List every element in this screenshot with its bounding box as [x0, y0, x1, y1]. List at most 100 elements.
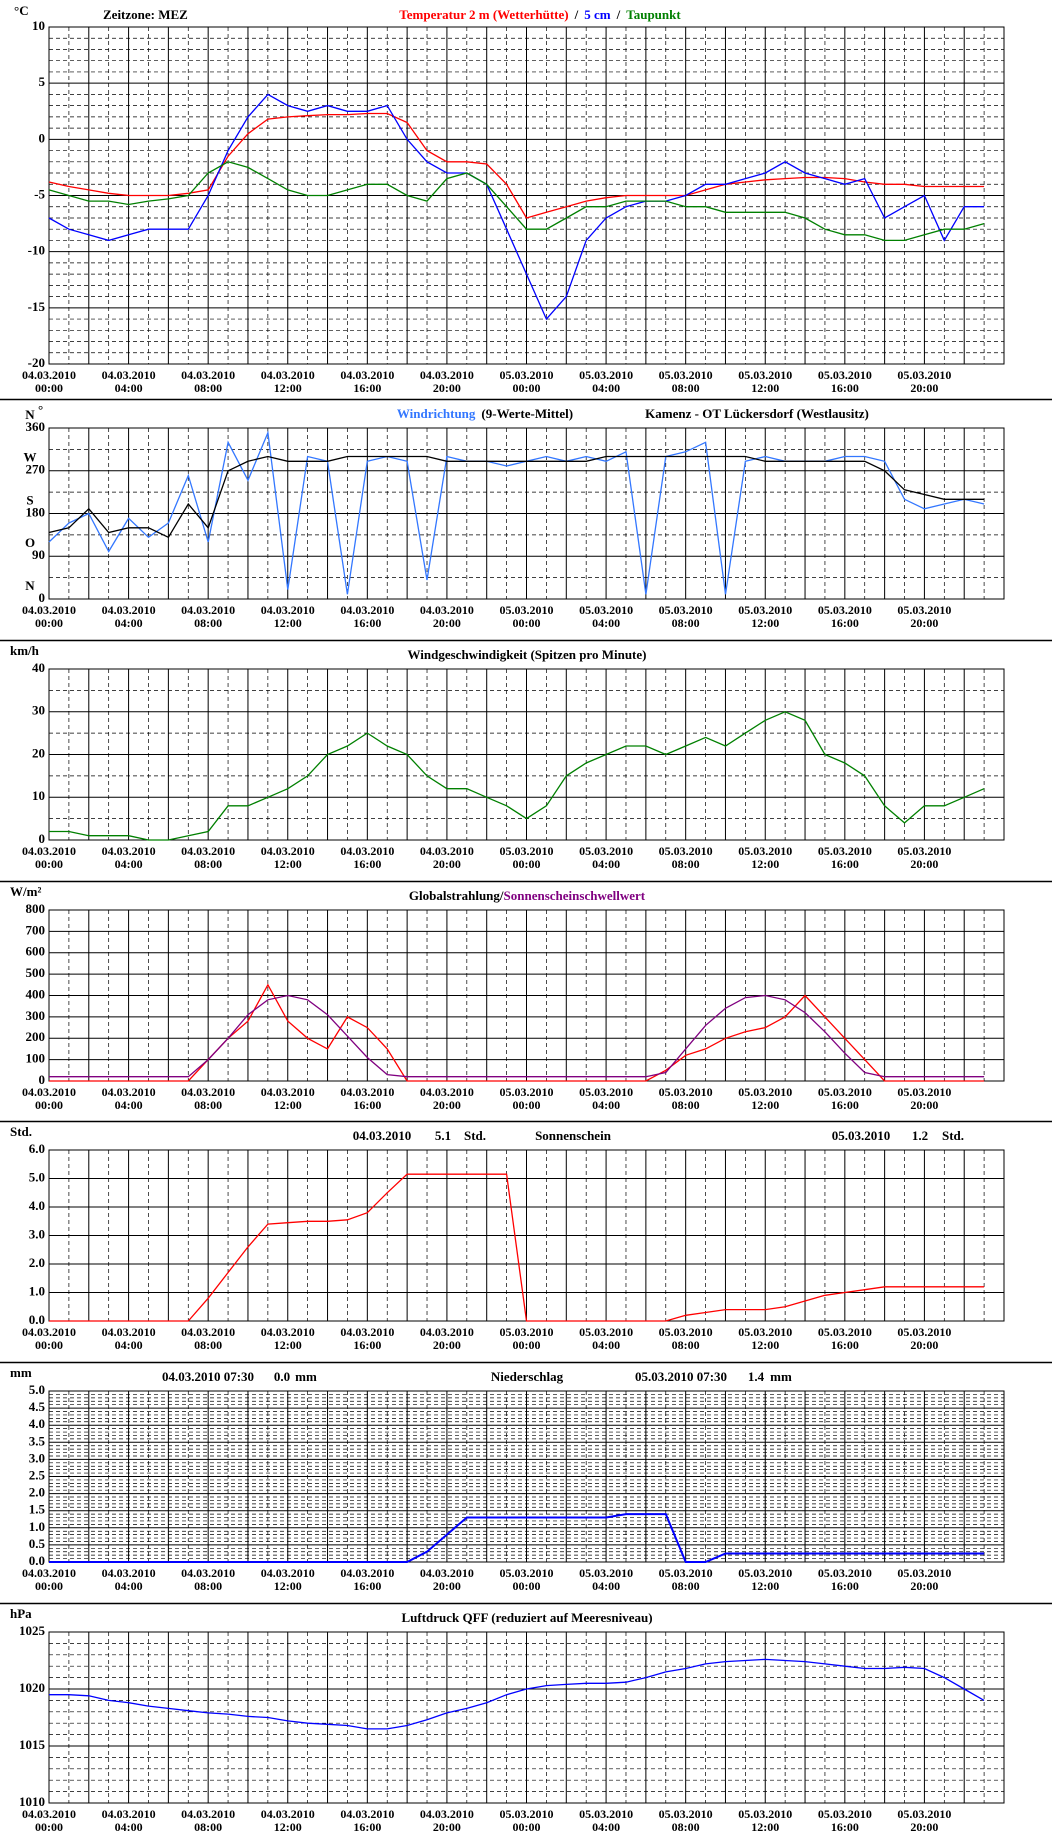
x-tick-label: 04.03.2010 08:00	[181, 368, 236, 395]
x-tick-label: 05.03.2010 20:00	[897, 844, 952, 871]
x-tick-label: 05.03.2010 04:00	[579, 1566, 634, 1593]
y-tick-label: 700	[26, 922, 46, 937]
y-tick-label: 3.0	[29, 1450, 45, 1465]
x-tick-label: 04.03.2010 16:00	[340, 368, 395, 395]
x-tick-label: 04.03.2010 00:00	[22, 1807, 76, 1834]
header: Windgeschwindigkeit (Spitzen pro Minute)	[408, 647, 647, 662]
compass-label: W	[24, 450, 37, 465]
x-tick-label: 04.03.2010 12:00	[260, 1566, 315, 1593]
y-tick-label: -5	[34, 186, 45, 201]
header-text: /	[616, 7, 621, 22]
y-tick-label: 90	[32, 547, 45, 562]
x-tick-label: 05.03.2010 08:00	[658, 1085, 713, 1112]
series-line	[48, 430, 985, 595]
y-tick-label: 0	[39, 831, 46, 846]
y-tick-label: 2.5	[29, 1467, 46, 1482]
legend-entry: (9-Werte-Mittel)	[481, 406, 573, 421]
x-tick-label: 04.03.2010 00:00	[22, 1566, 76, 1593]
y-tick-label: 40	[32, 660, 45, 675]
x-tick-label: 04.03.2010 04:00	[101, 1325, 156, 1352]
header-text: /	[574, 7, 579, 22]
header-text: Zeitzone: MEZ	[103, 7, 188, 22]
x-tick-label: 04.03.2010 00:00	[22, 368, 76, 395]
y-unit: W/m²	[10, 884, 41, 899]
x-tick-label: 05.03.2010 20:00	[897, 1807, 952, 1834]
y-tick-label: 500	[26, 965, 46, 980]
x-tick-label: 05.03.2010 08:00	[658, 1325, 713, 1352]
x-tick-label: 04.03.2010 16:00	[340, 1566, 395, 1593]
header: 05.03.2010	[832, 1128, 891, 1143]
header-text: Std.	[942, 1128, 964, 1143]
y-tick-label: 1010	[19, 1794, 45, 1809]
x-tick-label: 04.03.2010 00:00	[22, 1085, 76, 1112]
header-text: 0.0	[274, 1369, 290, 1384]
y-unit: °C	[14, 3, 29, 18]
y-tick-label: 5.0	[29, 1382, 45, 1397]
x-tick-label: 04.03.2010 08:00	[181, 1085, 236, 1112]
y-tick-label: 0	[39, 590, 46, 605]
x-tick-label: 05.03.2010 12:00	[738, 368, 793, 395]
y-tick-label: 1.0	[29, 1519, 45, 1534]
header: Niederschlag	[491, 1369, 564, 1384]
x-tick-label: 05.03.2010 04:00	[579, 368, 634, 395]
header: Sonnenschein	[535, 1128, 612, 1143]
x-tick-label: 04.03.2010 04:00	[101, 844, 156, 871]
y-tick-label: 20	[32, 745, 45, 760]
x-tick-label: 04.03.2010 20:00	[419, 1566, 474, 1593]
y-tick-label: 6.0	[29, 1141, 45, 1156]
x-tick-label: 05.03.2010 12:00	[738, 1807, 793, 1834]
x-tick-label: 05.03.2010 04:00	[579, 1325, 634, 1352]
x-tick-label: 04.03.2010 12:00	[260, 1085, 315, 1112]
y-tick-label: 0	[39, 130, 46, 145]
header: Std.	[942, 1128, 964, 1143]
x-tick-label: 05.03.2010 00:00	[499, 1807, 554, 1834]
legend-entry: Temperatur 2 m (Wetterhütte)	[399, 7, 568, 22]
series-line	[49, 1513, 985, 1563]
series-line	[48, 161, 985, 242]
x-tick-label: 05.03.2010 12:00	[738, 603, 793, 630]
y-tick-label: 4.0	[29, 1198, 45, 1213]
y-tick-label: 0.0	[29, 1553, 45, 1568]
x-tick-label: 04.03.2010 12:00	[260, 603, 315, 630]
x-tick-label: 05.03.2010 12:00	[738, 1085, 793, 1112]
x-tick-label: 05.03.2010 20:00	[897, 603, 952, 630]
y-tick-label: 5	[39, 74, 46, 89]
series-line	[49, 983, 985, 1082]
legend-entry: Sonnenscheinschwellwert	[504, 888, 646, 903]
y-tick-label: 600	[26, 944, 46, 959]
x-tick-label: 04.03.2010 00:00	[22, 844, 76, 871]
x-tick-label: 05.03.2010 08:00	[658, 1566, 713, 1593]
series-line	[49, 1173, 985, 1322]
y-tick-label: 800	[26, 901, 46, 916]
x-tick-label: 04.03.2010 20:00	[419, 368, 474, 395]
header: 1.4	[748, 1369, 765, 1384]
x-tick-label: 04.03.2010 04:00	[101, 1085, 156, 1112]
header: 05.03.2010 07:30	[635, 1369, 727, 1384]
legend-entry: Windrichtung	[397, 406, 476, 421]
header: mm	[770, 1369, 792, 1384]
x-tick-label: 04.03.2010 04:00	[101, 1807, 156, 1834]
x-tick-label: 05.03.2010 16:00	[817, 1566, 872, 1593]
x-tick-label: 04.03.2010 20:00	[419, 603, 474, 630]
series-line	[48, 455, 985, 539]
header: Zeitzone: MEZ	[103, 7, 188, 22]
y-tick-label: -15	[28, 299, 46, 314]
x-tick-label: 05.03.2010 08:00	[658, 1807, 713, 1834]
header: 5.1	[435, 1128, 451, 1143]
series-line	[49, 711, 985, 841]
header: 1.2	[912, 1128, 928, 1143]
y-tick-label: 1025	[19, 1623, 46, 1638]
y-tick-label: 100	[26, 1051, 46, 1066]
header: Kamenz - OT Lückersdorf (Westlausitz)	[645, 406, 869, 421]
header: mm	[295, 1369, 317, 1384]
y-tick-label: 1.0	[29, 1283, 45, 1298]
x-tick-label: 04.03.2010 16:00	[340, 603, 395, 630]
header-text: 05.03.2010 07:30	[635, 1369, 727, 1384]
y-tick-label: 360	[26, 419, 46, 434]
series-line	[49, 1658, 985, 1730]
y-tick-label: 270	[26, 462, 46, 477]
x-tick-label: 05.03.2010 16:00	[817, 603, 872, 630]
y-tick-label: 1.5	[29, 1502, 46, 1517]
